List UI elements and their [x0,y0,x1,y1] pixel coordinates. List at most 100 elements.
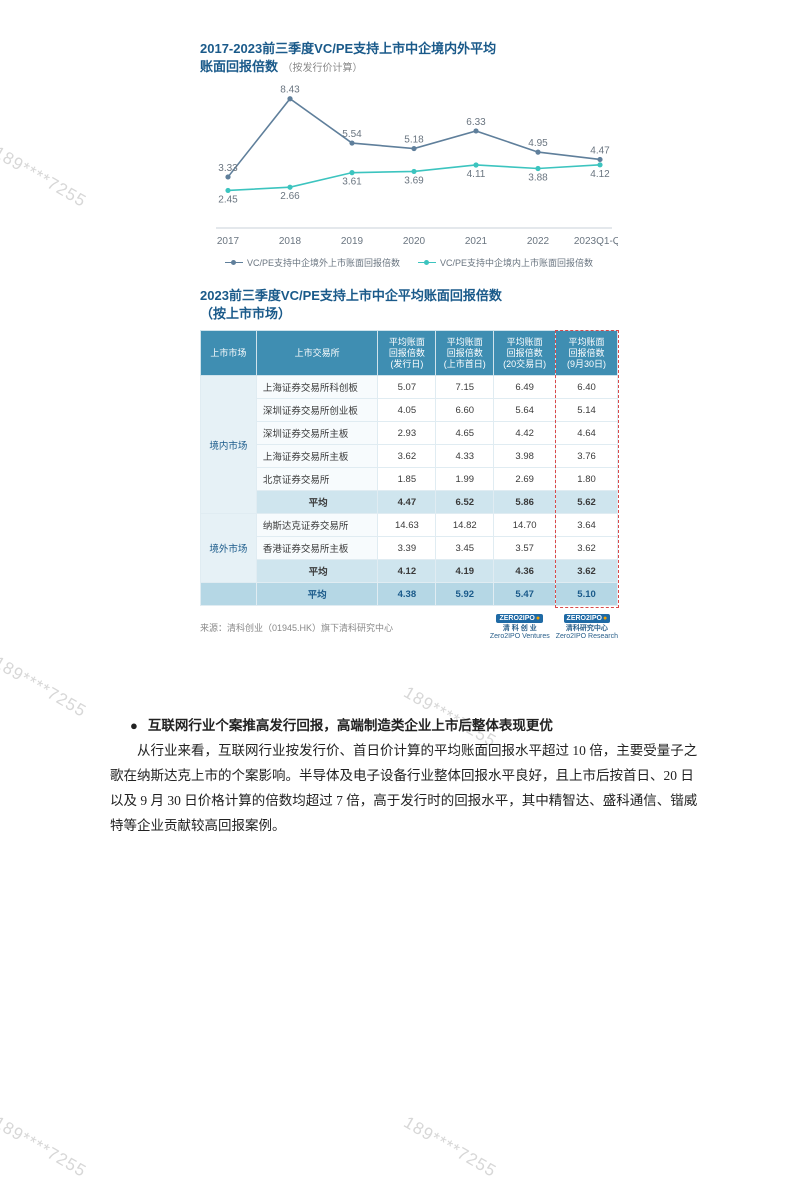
line-chart: 3.338.435.545.186.334.954.472.452.663.61… [200,82,618,252]
body-text: ● 互联网行业个案推高发行回报，高端制造类企业上市后整体表现更优 从行业来看，互… [110,714,700,839]
exchange-cell: 香港证券交易所主板 [256,537,378,560]
table-header-cell: 平均账面回报倍数(20交易日) [494,331,556,376]
svg-text:2020: 2020 [403,236,426,247]
table-header-cell: 平均账面回报倍数(9月30日) [556,331,618,376]
source-text: 来源：清科创业（01945.HK）旗下清科研究中心 [200,621,393,634]
svg-text:6.33: 6.33 [466,117,486,128]
svg-text:2022: 2022 [527,236,550,247]
bullet-icon: ● [130,714,138,738]
value-cell: 3.45 [436,537,494,560]
table-title-l2: （按上市市场） [200,306,291,321]
chart-title-l1: 2017-2023前三季度VC/PE支持上市中企境内外平均 [200,41,496,56]
svg-text:2019: 2019 [341,236,364,247]
avg-label-cell: 平均 [256,560,378,583]
logo-zero2ipo-research: ZERO2IPO● 清科研究中心 Zero2IPO Research [556,614,618,640]
svg-text:2021: 2021 [465,236,488,247]
total-value-cell: 4.38 [378,583,436,606]
value-cell: 3.64 [556,514,618,537]
value-cell: 3.62 [556,537,618,560]
chart-svg: 3.338.435.545.186.334.954.472.452.663.61… [200,82,618,252]
body-paragraph: 从行业来看，互联网行业按发行价、首日价计算的平均账面回报水平超过 10 倍，主要… [110,739,700,839]
svg-text:3.33: 3.33 [218,163,238,174]
exchange-cell: 深圳证券交易所主板 [256,422,378,445]
exchange-cell: 上海证券交易所科创板 [256,376,378,399]
avg-value-cell: 3.62 [556,560,618,583]
svg-text:4.95: 4.95 [528,138,548,149]
avg-value-cell: 4.36 [494,560,556,583]
value-cell: 14.70 [494,514,556,537]
avg-value-cell: 6.52 [436,491,494,514]
legend-label-1: VC/PE支持中企境外上市账面回报倍数 [247,256,400,269]
legend-label-2: VC/PE支持中企境内上市账面回报倍数 [440,256,593,269]
svg-text:8.43: 8.43 [280,85,300,96]
value-cell: 6.60 [436,399,494,422]
table-total-row: 平均4.385.925.475.10 [201,583,618,606]
value-cell: 7.15 [436,376,494,399]
logo-group: ZERO2IPO● 清 科 创 业 Zero2IPO Ventures ZERO… [490,614,618,640]
logo-zero2ipo-ventures: ZERO2IPO● 清 科 创 业 Zero2IPO Ventures [490,614,550,640]
total-label-cell: 平均 [256,583,378,606]
value-cell: 3.57 [494,537,556,560]
returns-table: 上市市场上市交易所平均账面回报倍数(发行日)平均账面回报倍数(上市首日)平均账面… [200,330,618,606]
table-row: 深圳证券交易所创业板4.056.605.645.14 [201,399,618,422]
svg-text:2.45: 2.45 [218,194,238,205]
table-row: 境外市场纳斯达克证券交易所14.6314.8214.703.64 [201,514,618,537]
value-cell: 14.63 [378,514,436,537]
svg-text:2018: 2018 [279,236,302,247]
avg-value-cell: 4.47 [378,491,436,514]
table-avg-row: 平均4.124.194.363.62 [201,560,618,583]
market-cell: 境内市场 [201,376,257,514]
chart-legend: VC/PE支持中企境外上市账面回报倍数 VC/PE支持中企境内上市账面回报倍数 [200,256,618,269]
watermark: 189****7255 [0,143,90,212]
table-header-cell: 平均账面回报倍数(上市首日) [436,331,494,376]
total-value-cell: 5.92 [436,583,494,606]
chart-title: 2017-2023前三季度VC/PE支持上市中企境内外平均 账面回报倍数 （按发… [200,40,618,76]
avg-value-cell: 5.86 [494,491,556,514]
table-header-cell: 平均账面回报倍数(发行日) [378,331,436,376]
value-cell: 2.69 [494,468,556,491]
value-cell: 6.49 [494,376,556,399]
chart-title-l2: 账面回报倍数 [200,59,278,74]
table-wrap: 上市市场上市交易所平均账面回报倍数(发行日)平均账面回报倍数(上市首日)平均账面… [200,330,618,606]
value-cell: 4.42 [494,422,556,445]
svg-text:3.61: 3.61 [342,177,362,188]
svg-text:2017: 2017 [217,236,240,247]
table-avg-row: 平均4.476.525.865.62 [201,491,618,514]
svg-text:2.66: 2.66 [280,191,300,202]
svg-text:5.18: 5.18 [404,135,424,146]
total-value-cell: 5.47 [494,583,556,606]
avg-value-cell: 4.12 [378,560,436,583]
value-cell: 1.99 [436,468,494,491]
table-row: 香港证券交易所主板3.393.453.573.62 [201,537,618,560]
value-cell: 3.39 [378,537,436,560]
svg-text:2023Q1-Q3: 2023Q1-Q3 [574,236,618,247]
table-row: 上海证券交易所主板3.624.333.983.76 [201,445,618,468]
avg-value-cell: 5.62 [556,491,618,514]
value-cell: 5.14 [556,399,618,422]
market-cell: 境外市场 [201,514,257,583]
value-cell: 4.05 [378,399,436,422]
table-row: 境内市场上海证券交易所科创板5.077.156.496.40 [201,376,618,399]
table-row: 深圳证券交易所主板2.934.654.424.64 [201,422,618,445]
svg-text:4.12: 4.12 [590,169,610,180]
value-cell: 14.82 [436,514,494,537]
watermark: 189****7255 [400,1113,500,1182]
value-cell: 5.64 [494,399,556,422]
value-cell: 3.76 [556,445,618,468]
figure-card: 2017-2023前三季度VC/PE支持上市中企境内外平均 账面回报倍数 （按发… [200,40,618,640]
value-cell: 1.80 [556,468,618,491]
table-title: 2023前三季度VC/PE支持上市中企平均账面回报倍数 （按上市市场） [200,287,618,322]
avg-label-cell: 平均 [256,491,378,514]
table-title-l1: 2023前三季度VC/PE支持上市中企平均账面回报倍数 [200,288,502,303]
exchange-cell: 北京证券交易所 [256,468,378,491]
table-header-cell: 上市市场 [201,331,257,376]
svg-text:4.11: 4.11 [467,169,486,180]
table-header-cell: 上市交易所 [256,331,378,376]
table-row: 北京证券交易所1.851.992.691.80 [201,468,618,491]
chart-title-note: （按发行价计算） [282,63,362,74]
value-cell: 6.40 [556,376,618,399]
svg-text:3.88: 3.88 [528,173,548,184]
svg-text:4.47: 4.47 [590,145,610,156]
bullet-text: 互联网行业个案推高发行回报，高端制造类企业上市后整体表现更优 [148,714,553,739]
bullet-heading: ● 互联网行业个案推高发行回报，高端制造类企业上市后整体表现更优 [110,714,700,739]
